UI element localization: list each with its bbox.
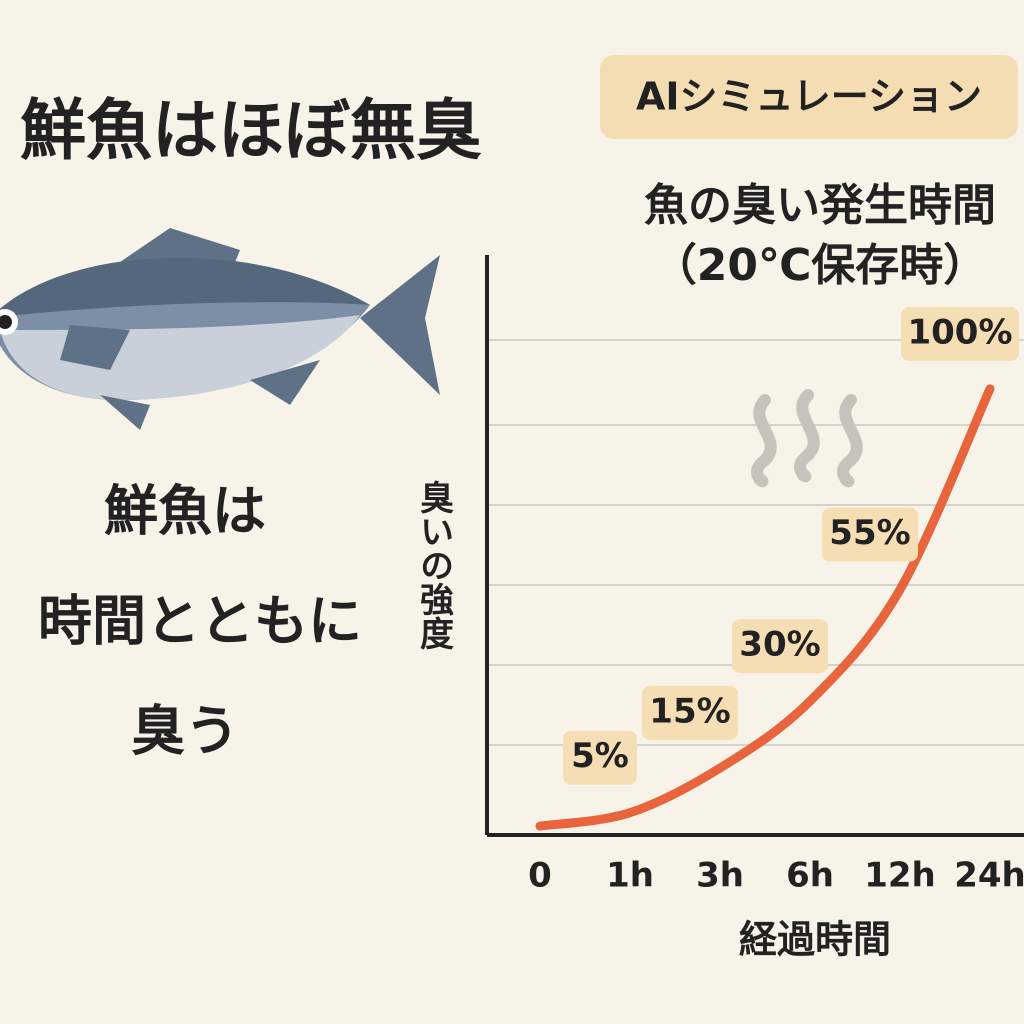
badge-text: AIシミュレーション: [636, 75, 982, 119]
chart-subtitle: （20℃保存時）: [653, 240, 988, 291]
x-tick-label: 3h: [696, 856, 744, 896]
x-tick-label: 6h: [786, 856, 834, 896]
x-tick-label: 1h: [606, 856, 654, 896]
steam: [751, 389, 863, 488]
x-tick-label: 12h: [864, 856, 936, 896]
value-label: 100%: [907, 312, 1012, 352]
fish-illustration: [0, 228, 440, 430]
caption-line: 時間とともに: [38, 590, 362, 653]
value-label: 55%: [829, 513, 910, 553]
caption-line: 臭う: [131, 700, 239, 763]
value-label: 15%: [649, 692, 730, 732]
value-label-box: [822, 507, 918, 562]
x-tick-label: 24h: [954, 856, 1024, 896]
value-label: 5%: [571, 736, 629, 776]
line: [535, 384, 995, 831]
y-axis-label: 臭いの強度: [414, 480, 454, 650]
value-label-box: [563, 730, 637, 785]
value-label-box: [642, 686, 738, 741]
value-label-box: [732, 619, 828, 674]
value-label: 30%: [739, 625, 820, 665]
badge: [600, 55, 1018, 139]
chart-title: 魚の臭い発生時間: [644, 180, 996, 231]
caption-line: 鮮魚は: [104, 480, 266, 543]
x-tick-label: 0: [528, 856, 552, 896]
headline: 鮮魚はほぼ無臭: [20, 92, 482, 169]
x-axis-label: 経過時間: [739, 918, 891, 962]
value-label-box: [901, 306, 1019, 361]
